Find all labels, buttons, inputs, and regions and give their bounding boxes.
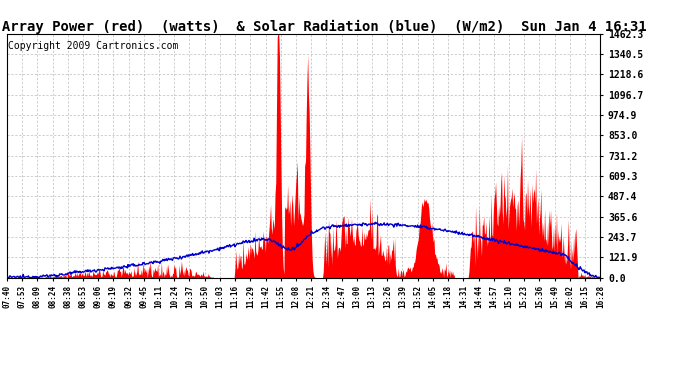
Title: East Array Power (red)  (watts)  & Solar Radiation (blue)  (W/m2)  Sun Jan 4 16:: East Array Power (red) (watts) & Solar R… bbox=[0, 20, 647, 34]
Text: Copyright 2009 Cartronics.com: Copyright 2009 Cartronics.com bbox=[8, 41, 179, 51]
